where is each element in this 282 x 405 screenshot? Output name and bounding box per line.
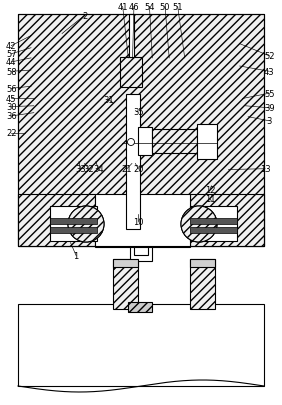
Bar <box>18 194 95 246</box>
Bar <box>50 228 97 233</box>
Text: 51: 51 <box>172 3 183 12</box>
Text: 50: 50 <box>160 3 170 12</box>
Text: 21: 21 <box>122 165 132 174</box>
Bar <box>152 130 197 153</box>
Bar <box>113 259 138 267</box>
Text: 52: 52 <box>264 52 275 61</box>
Bar <box>126 95 140 230</box>
Circle shape <box>181 207 217 243</box>
Text: 41: 41 <box>117 3 128 12</box>
Text: 44: 44 <box>6 58 17 67</box>
Text: 3: 3 <box>266 117 272 126</box>
Bar <box>197 125 217 160</box>
Text: 36: 36 <box>6 112 17 121</box>
Text: 45: 45 <box>6 95 17 104</box>
Text: 2: 2 <box>82 12 87 21</box>
Text: 13: 13 <box>260 165 270 174</box>
Bar <box>190 228 237 233</box>
Bar <box>18 15 264 246</box>
Circle shape <box>127 139 135 146</box>
Text: 35: 35 <box>133 108 144 117</box>
Text: 43: 43 <box>264 68 275 77</box>
Bar <box>129 15 134 58</box>
Bar <box>190 194 264 246</box>
Circle shape <box>68 207 104 243</box>
Text: 39: 39 <box>264 104 275 113</box>
Bar <box>190 207 237 241</box>
Text: 12: 12 <box>205 185 215 194</box>
Bar <box>134 247 148 256</box>
Circle shape <box>68 207 104 243</box>
Bar <box>120 58 142 88</box>
Bar <box>138 128 152 156</box>
Text: 11: 11 <box>205 195 215 204</box>
Text: 10: 10 <box>133 217 144 226</box>
Bar <box>190 259 215 309</box>
Bar <box>18 304 264 386</box>
Bar <box>50 218 97 224</box>
Text: 1: 1 <box>74 252 79 260</box>
Bar <box>190 259 215 267</box>
Bar <box>113 259 138 309</box>
Bar <box>128 302 152 312</box>
Text: 46: 46 <box>129 3 139 12</box>
Bar <box>190 218 237 224</box>
Text: 57: 57 <box>6 50 17 59</box>
Text: 42: 42 <box>6 42 17 51</box>
Text: 55: 55 <box>264 90 275 98</box>
Text: 31: 31 <box>103 96 114 105</box>
Text: 22: 22 <box>6 129 17 138</box>
Text: 33: 33 <box>75 165 86 174</box>
Text: 54: 54 <box>144 3 155 12</box>
Text: 34: 34 <box>93 165 103 174</box>
Text: 32: 32 <box>83 165 94 174</box>
Text: 30: 30 <box>6 103 17 112</box>
Text: 20: 20 <box>133 165 144 174</box>
Bar <box>50 207 97 241</box>
Text: 56: 56 <box>6 85 17 94</box>
Bar <box>95 194 190 247</box>
Bar <box>130 247 152 261</box>
Bar <box>18 15 264 246</box>
Circle shape <box>181 207 217 243</box>
Text: 58: 58 <box>6 68 17 77</box>
